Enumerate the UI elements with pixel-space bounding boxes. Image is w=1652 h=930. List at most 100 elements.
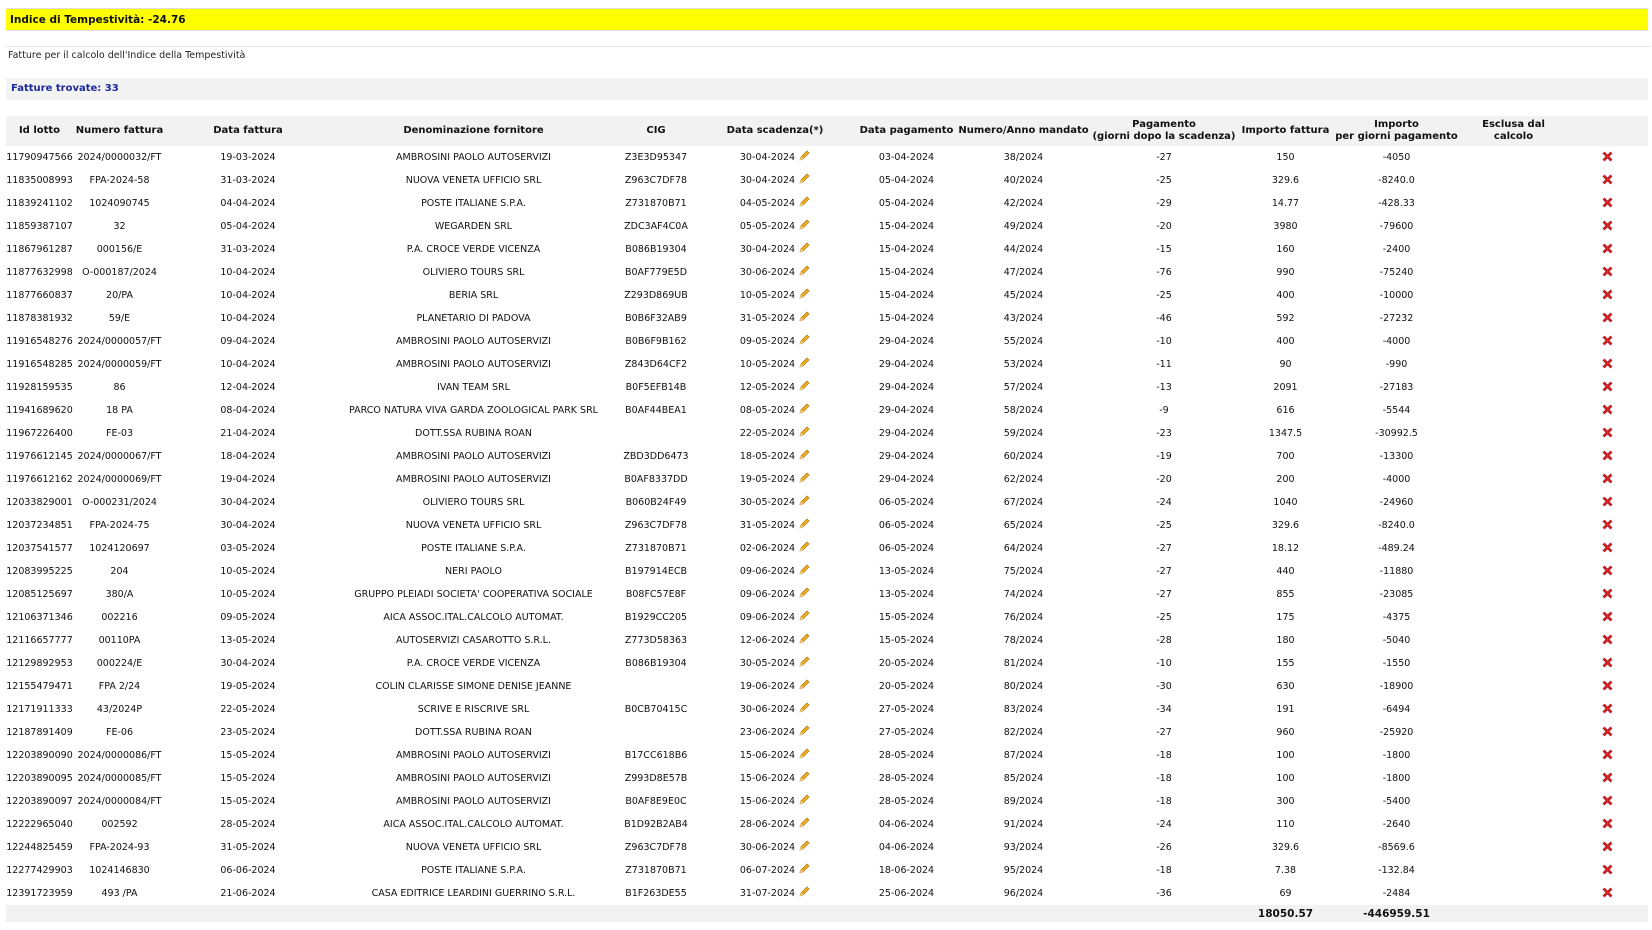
edit-button[interactable] <box>798 656 810 671</box>
exclude-button[interactable] <box>1601 357 1614 373</box>
cell: 15-04-2024 <box>855 261 958 284</box>
exclude-button[interactable] <box>1601 334 1614 350</box>
edit-button[interactable] <box>798 495 810 510</box>
edit-button[interactable] <box>798 150 810 165</box>
edit-button[interactable] <box>798 863 810 878</box>
edit-button[interactable] <box>798 840 810 855</box>
id-lotto: 12116657777 <box>6 635 73 646</box>
cell <box>1461 560 1566 583</box>
edit-button[interactable] <box>798 265 810 280</box>
edit-button[interactable] <box>798 334 810 349</box>
cell <box>1461 537 1566 560</box>
edit-button[interactable] <box>798 771 810 786</box>
edit-button[interactable] <box>798 449 810 464</box>
cell: B0CB70415C <box>617 698 695 721</box>
exclude-button[interactable] <box>1601 518 1614 534</box>
cell: 180 <box>1239 629 1332 652</box>
cell: 08-05-2024 <box>695 399 855 422</box>
data-pagamento: 20-05-2024 <box>878 658 935 669</box>
numero-fattura: 493 /PA <box>101 888 138 899</box>
edit-button[interactable] <box>798 518 810 533</box>
exclude-button[interactable] <box>1601 771 1614 787</box>
edit-button[interactable] <box>798 472 810 487</box>
exclude-button[interactable] <box>1601 610 1614 626</box>
exclude-button[interactable] <box>1601 541 1614 557</box>
exclude-button[interactable] <box>1601 173 1614 189</box>
exclude-button[interactable] <box>1601 403 1614 419</box>
exclude-button[interactable] <box>1601 150 1614 166</box>
exclude-button[interactable] <box>1601 219 1614 235</box>
importo: 3980 <box>1273 221 1298 232</box>
cell: AMBROSINI PAOLO AUTOSERVIZI <box>330 468 617 491</box>
totals-row: 18050.57 -446959.51 <box>6 905 1648 922</box>
data-pagamento: 05-04-2024 <box>878 175 935 186</box>
edit-button[interactable] <box>798 541 810 556</box>
edit-button[interactable] <box>798 357 810 372</box>
total-importo: 18050.57 <box>1239 905 1332 922</box>
edit-button[interactable] <box>798 794 810 809</box>
exclude-button[interactable] <box>1601 633 1614 649</box>
exclude-button[interactable] <box>1601 288 1614 304</box>
exclude-button[interactable] <box>1601 380 1614 396</box>
edit-button[interactable] <box>798 219 810 234</box>
cell <box>1566 330 1648 353</box>
cell: -19 <box>1089 445 1239 468</box>
exclude-button[interactable] <box>1601 702 1614 718</box>
exclude-button[interactable] <box>1601 564 1614 580</box>
edit-button[interactable] <box>798 817 810 832</box>
exclude-button[interactable] <box>1601 265 1614 281</box>
fornitore: COLIN CLARISSE SIMONE DENISE JEANNE <box>375 681 572 692</box>
data-fattura: 10-04-2024 <box>220 359 276 370</box>
edit-button[interactable] <box>798 242 810 257</box>
edit-button[interactable] <box>798 403 810 418</box>
mandato: 87/2024 <box>1003 750 1044 761</box>
cell: 09-04-2024 <box>166 330 330 353</box>
importo: 700 <box>1276 451 1295 462</box>
cell: 329.6 <box>1239 836 1332 859</box>
edit-button[interactable] <box>798 702 810 717</box>
exclude-button[interactable] <box>1601 311 1614 327</box>
invoice-row: 12155479471 FPA 2/24 19-05-2024 COLIN CLARI… <box>6 675 1648 698</box>
edit-button[interactable] <box>798 311 810 326</box>
id-lotto: 11916548276 <box>6 336 73 347</box>
edit-button[interactable] <box>798 610 810 625</box>
exclude-button[interactable] <box>1601 449 1614 465</box>
edit-button[interactable] <box>798 173 810 188</box>
exclude-button[interactable] <box>1601 748 1614 764</box>
exclude-button[interactable] <box>1601 725 1614 741</box>
cell: 12244825459 <box>6 836 73 859</box>
exclude-button[interactable] <box>1601 656 1614 672</box>
importo-giorni: -10000 <box>1379 290 1414 301</box>
cell <box>1461 376 1566 399</box>
mandato: 42/2024 <box>1003 198 1044 209</box>
exclude-button[interactable] <box>1601 495 1614 511</box>
edit-button[interactable] <box>798 587 810 602</box>
exclude-button[interactable] <box>1601 794 1614 810</box>
edit-button[interactable] <box>798 288 810 303</box>
exclude-button[interactable] <box>1601 817 1614 833</box>
edit-button[interactable] <box>798 886 810 901</box>
importo-giorni: -5544 <box>1382 405 1411 416</box>
cell <box>1566 376 1648 399</box>
exclude-button[interactable] <box>1601 472 1614 488</box>
edit-button[interactable] <box>798 196 810 211</box>
edit-button[interactable] <box>798 725 810 740</box>
cell: B1F263DE55 <box>617 882 695 905</box>
edit-button[interactable] <box>798 426 810 441</box>
exclude-button[interactable] <box>1601 587 1614 603</box>
giorni: -25 <box>1156 612 1172 623</box>
edit-button[interactable] <box>798 679 810 694</box>
exclude-button[interactable] <box>1601 840 1614 856</box>
exclude-button[interactable] <box>1601 886 1614 902</box>
edit-button[interactable] <box>798 633 810 648</box>
exclude-button[interactable] <box>1601 863 1614 879</box>
exclude-button[interactable] <box>1601 426 1614 442</box>
exclude-button[interactable] <box>1601 679 1614 695</box>
edit-button[interactable] <box>798 564 810 579</box>
cell: 10-05-2024 <box>166 560 330 583</box>
exclude-button[interactable] <box>1601 242 1614 258</box>
exclude-button[interactable] <box>1601 196 1614 212</box>
edit-button[interactable] <box>798 748 810 763</box>
edit-button[interactable] <box>798 380 810 395</box>
cell: 43/2024P <box>73 698 166 721</box>
